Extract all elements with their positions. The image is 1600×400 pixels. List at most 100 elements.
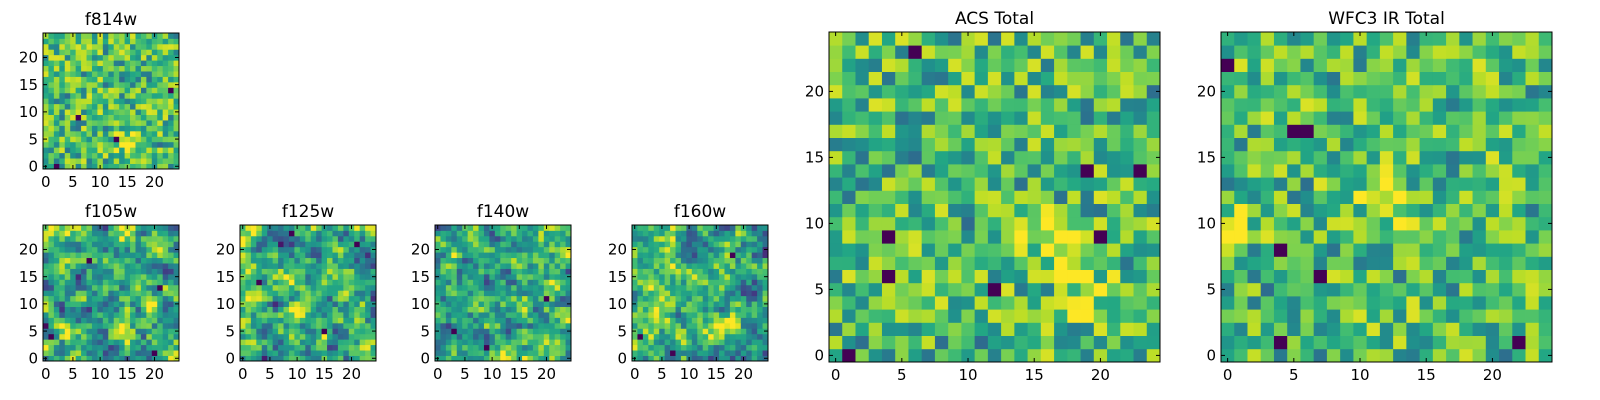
heatmap-cell xyxy=(43,147,49,154)
heatmap-cell xyxy=(664,257,671,264)
heatmap-cell xyxy=(151,60,158,67)
heatmap-cell xyxy=(86,284,93,291)
heatmap-cell xyxy=(86,301,93,307)
heatmap-cell xyxy=(261,350,268,356)
heatmap-cell xyxy=(1472,71,1487,86)
heatmap-cell xyxy=(1014,164,1028,178)
heatmap-cell xyxy=(1080,216,1095,231)
heatmap-cell xyxy=(435,241,441,248)
heatmap-cell xyxy=(478,344,485,351)
heatmap-cell xyxy=(102,295,109,302)
heatmap-cell xyxy=(1014,137,1028,152)
heatmap-cell xyxy=(675,241,682,248)
heatmap-cell xyxy=(102,312,109,318)
heatmap-cell xyxy=(1353,177,1368,191)
heatmap-cell xyxy=(365,339,371,346)
heatmap-cell xyxy=(124,279,131,286)
heatmap-cell xyxy=(64,322,71,329)
heatmap-cell xyxy=(1247,137,1262,152)
heatmap-cell xyxy=(1120,98,1134,112)
heatmap-cell xyxy=(1133,111,1148,125)
heatmap-cell xyxy=(64,273,71,280)
heatmap-cell xyxy=(124,136,131,143)
heatmap-cell xyxy=(359,344,366,351)
heatmap-cell xyxy=(332,246,339,253)
heatmap-cell xyxy=(713,344,720,351)
heatmap-cell xyxy=(168,130,174,137)
heatmap-cell xyxy=(119,87,125,94)
heatmap-cell xyxy=(157,60,164,67)
heatmap-cell xyxy=(532,355,539,362)
heatmap-cell xyxy=(256,355,263,362)
heatmap-cell xyxy=(1393,256,1407,270)
heatmap-cell xyxy=(538,350,545,356)
heatmap-cell xyxy=(659,322,666,329)
heatmap-cell xyxy=(108,328,115,335)
heatmap-cell xyxy=(653,241,660,248)
heatmap-cell xyxy=(1040,124,1055,138)
heatmap-cell xyxy=(740,344,747,351)
heatmap-cell xyxy=(332,284,339,291)
heatmap-cell xyxy=(719,263,725,269)
heatmap-cell xyxy=(75,273,82,280)
heatmap-cell xyxy=(868,256,883,270)
heatmap-cell xyxy=(283,284,290,291)
heatmap-cell xyxy=(1146,335,1161,350)
heatmap-cell xyxy=(53,92,60,99)
heatmap-cell xyxy=(91,350,98,356)
heatmap-cell xyxy=(522,246,528,253)
heatmap-cell xyxy=(895,32,909,46)
heatmap-cell xyxy=(108,81,115,88)
heatmap-cell xyxy=(1287,124,1301,138)
heatmap-cell xyxy=(478,301,485,307)
heatmap-cell xyxy=(762,279,769,286)
heatmap-cell xyxy=(921,58,936,72)
heatmap-cell xyxy=(108,257,115,264)
heatmap-cell xyxy=(719,333,725,340)
heatmap-cell xyxy=(113,295,120,302)
heatmap-cell xyxy=(43,339,49,346)
heatmap-cell xyxy=(648,257,655,264)
heatmap-cell xyxy=(365,230,371,237)
heatmap-cell xyxy=(961,45,976,59)
heatmap-cell xyxy=(751,268,758,275)
heatmap-cell xyxy=(168,65,174,72)
heatmap-cell xyxy=(1133,282,1148,297)
heatmap-cell xyxy=(168,125,174,132)
heatmap-cell xyxy=(86,98,93,105)
heatmap-cell xyxy=(81,333,87,340)
heatmap-cell xyxy=(1093,243,1108,257)
heatmap-cell xyxy=(1040,256,1055,270)
heatmap-cell xyxy=(565,333,572,340)
heatmap-cell xyxy=(1538,111,1553,125)
heatmap-cell xyxy=(554,252,561,259)
heatmap-cell xyxy=(895,256,909,270)
heatmap-cell xyxy=(1379,84,1394,99)
heatmap-cell xyxy=(670,268,676,275)
heatmap-cell xyxy=(1353,243,1368,257)
heatmap-cell xyxy=(435,252,441,259)
heatmap-cell xyxy=(310,241,317,248)
heatmap-cell xyxy=(1313,32,1328,46)
heatmap-cell xyxy=(1287,282,1301,297)
heatmap-cell xyxy=(64,60,71,67)
heatmap-cell xyxy=(855,282,870,297)
heatmap-cell xyxy=(1107,269,1121,284)
heatmap-cell xyxy=(102,279,109,286)
heatmap-cell xyxy=(1485,137,1500,152)
heatmap-cell xyxy=(842,335,856,350)
heatmap-cell xyxy=(1107,322,1121,336)
heatmap-cell xyxy=(895,137,909,152)
heatmap-cell xyxy=(855,348,870,363)
heatmap-cell xyxy=(908,177,923,191)
heatmap-cell xyxy=(119,252,125,259)
heatmap-cell xyxy=(1432,45,1447,59)
heatmap-cell xyxy=(987,335,1002,350)
heatmap-cell xyxy=(272,350,279,356)
heatmap-cell xyxy=(173,350,180,356)
heatmap-cell xyxy=(653,225,660,231)
heatmap-cell xyxy=(462,257,469,264)
heatmap-cell xyxy=(168,263,174,269)
heatmap-cell xyxy=(337,252,344,259)
